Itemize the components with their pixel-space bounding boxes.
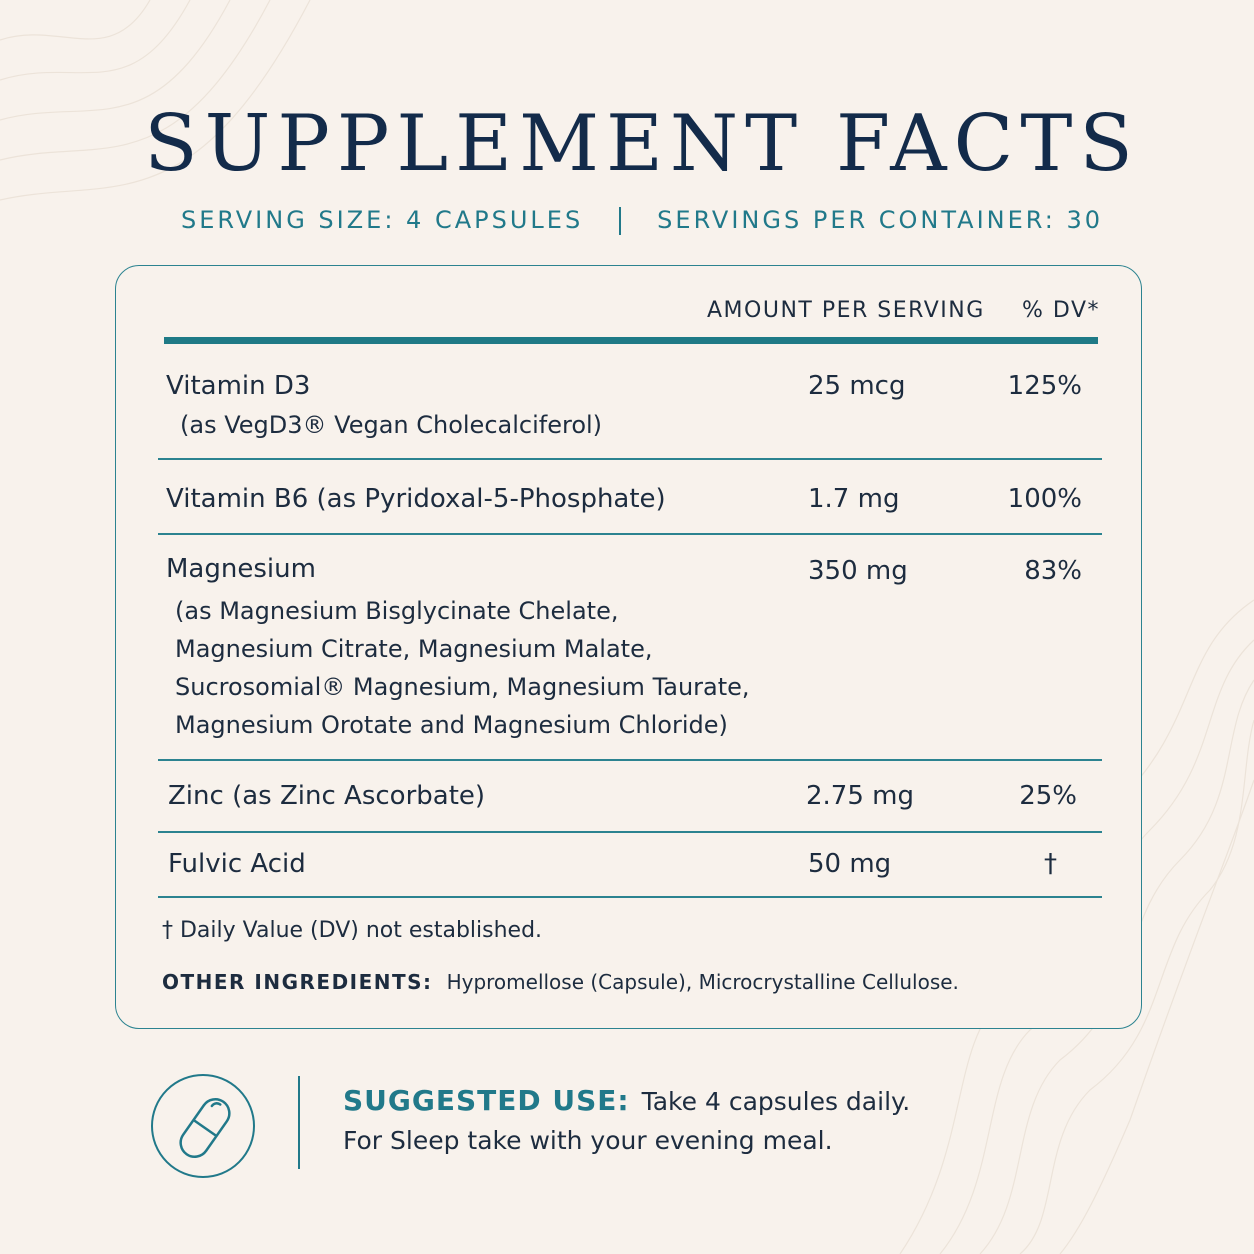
row-divider [158,533,1102,535]
nutrient-source: Sucrosomial® Magnesium, Magnesium Taurat… [175,673,750,701]
nutrient-source: Magnesium Citrate, Magnesium Malate, [175,635,653,663]
nutrient-amount: 50 mg [808,849,892,879]
nutrient-dv: 83% [1024,556,1082,586]
nutrient-amount: 25 mcg [808,371,906,401]
row-divider [158,896,1102,898]
serving-divider [619,207,622,235]
nutrient-dv: 100% [1007,484,1082,514]
nutrient-amount: 350 mg [808,556,908,586]
nutrient-source: (as VegD3® Vegan Cholecalciferol) [180,411,603,439]
serving-size: SERVING SIZE: 4 CAPSULES [180,206,584,234]
other-ingredients-value: Hypromellose (Capsule), Microcrystalline… [446,970,959,994]
nutrient-dv: 125% [1007,371,1082,401]
other-ingredients-label: OTHER INGREDIENTS: [162,970,433,994]
row-divider [158,759,1102,761]
capsule-icon [151,1074,255,1178]
nutrient-name: Magnesium [166,554,316,584]
suggested-use-label: SUGGESTED USE: [343,1084,630,1117]
nutrient-dv: 25% [1019,781,1077,811]
nutrient-name: Vitamin B6 (as Pyridoxal-5-Phosphate) [166,484,666,514]
amount-column-header: AMOUNT PER SERVING [707,298,985,323]
header-rule [164,337,1098,344]
nutrient-source: Magnesium Orotate and Magnesium Chloride… [175,711,728,739]
nutrient-name: Fulvic Acid [168,849,306,879]
page-title: SUPPLEMENT FACTS [144,99,1140,189]
facts-panel [115,265,1142,1029]
use-divider [298,1076,300,1169]
nutrient-amount: 2.75 mg [806,781,914,811]
serving-info: SERVING SIZE: 4 CAPSULES SERVINGS PER CON… [0,206,1254,235]
nutrient-dv: † [1044,849,1057,879]
nutrient-name: Zinc (as Zinc Ascorbate) [168,781,486,811]
dv-column-header: % DV* [1022,298,1101,323]
row-divider [158,458,1102,460]
other-ingredients: OTHER INGREDIENTS: Hypromellose (Capsule)… [162,970,959,994]
nutrient-amount: 1.7 mg [808,484,900,514]
servings-per-container: SERVINGS PER CONTAINER: 30 [657,206,1103,234]
nutrient-source: (as Magnesium Bisglycinate Chelate, [175,597,619,625]
nutrient-name: Vitamin D3 [166,371,311,401]
row-divider [158,831,1102,833]
dv-footnote: † Daily Value (DV) not established. [162,918,543,943]
suggested-use-text: Take 4 capsules daily. [641,1087,911,1116]
suggested-use-line2: For Sleep take with your evening meal. [343,1126,833,1155]
suggested-use-line1: SUGGESTED USE: Take 4 capsules daily. [343,1084,910,1117]
